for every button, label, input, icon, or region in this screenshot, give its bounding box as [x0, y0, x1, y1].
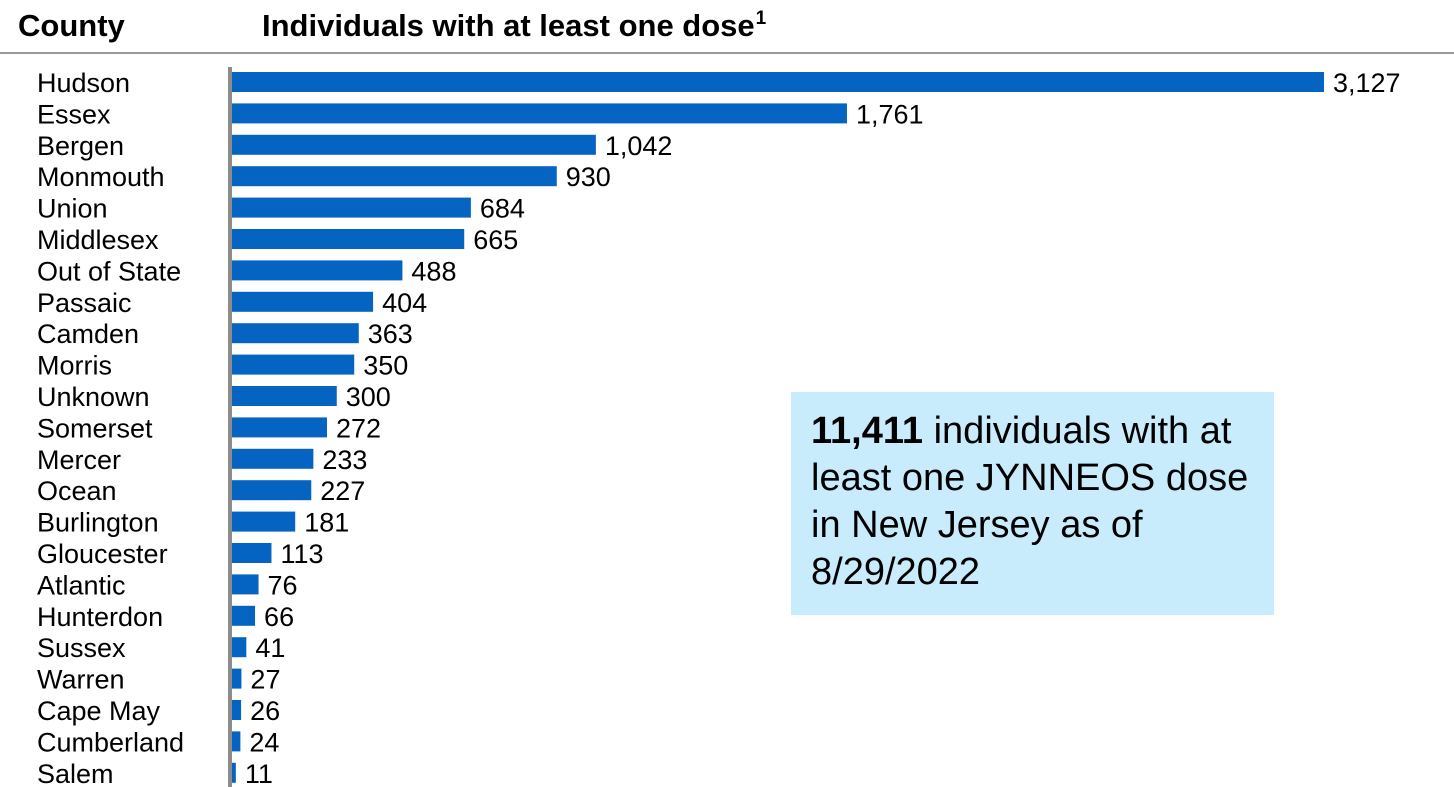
- bar: [232, 731, 241, 752]
- value-label: 76: [268, 570, 298, 600]
- callout-text: individuals with at least one JYNNEOS do…: [811, 410, 1249, 593]
- value-label: 488: [411, 256, 456, 286]
- category-label: Sussex: [37, 633, 126, 663]
- callout-number: 11,411: [811, 410, 924, 452]
- bar: [232, 103, 847, 124]
- bar: [232, 700, 242, 720]
- category-label: Burlington: [37, 508, 159, 538]
- bar: [232, 543, 272, 563]
- category-labels: HudsonEssexBergenMonmouthUnionMiddlesexO…: [37, 68, 184, 787]
- bar: [232, 511, 296, 532]
- category-label: Mercer: [37, 445, 121, 475]
- bar: [232, 166, 557, 187]
- category-label: Passaic: [37, 288, 132, 318]
- category-label: Camden: [37, 319, 139, 349]
- category-label: Bergen: [37, 131, 124, 161]
- bar: [232, 574, 259, 595]
- value-label: 930: [566, 162, 611, 192]
- bar: [232, 197, 471, 218]
- bar: [232, 605, 256, 626]
- value-label: 227: [320, 476, 365, 506]
- bar: [232, 637, 247, 658]
- value-label: 665: [473, 225, 518, 255]
- value-label: 113: [280, 539, 323, 569]
- category-label: Salem: [37, 759, 114, 787]
- metric-label: Individuals with at least one dose: [262, 8, 755, 43]
- value-label: 27: [250, 665, 280, 695]
- category-label: Monmouth: [37, 162, 165, 192]
- category-label: Ocean: [37, 476, 117, 506]
- value-label: 66: [264, 602, 294, 632]
- value-label: 26: [250, 696, 280, 726]
- value-label: 300: [346, 382, 391, 412]
- category-label: Morris: [37, 351, 112, 381]
- value-label: 350: [363, 351, 408, 381]
- value-label: 233: [322, 445, 367, 475]
- value-label: 41: [255, 633, 285, 663]
- value-label: 363: [368, 319, 413, 349]
- value-label: 404: [382, 288, 427, 318]
- bar: [232, 291, 374, 312]
- category-label: Middlesex: [37, 225, 159, 255]
- category-label: Out of State: [37, 256, 181, 286]
- category-label: Hunterdon: [37, 602, 163, 632]
- category-label: Union: [37, 194, 108, 224]
- value-label: 272: [336, 413, 381, 443]
- bar: [232, 480, 312, 501]
- bar: [232, 72, 1324, 92]
- summary-callout: 11,411 individuals with at least one JYN…: [791, 392, 1274, 615]
- value-label: 1,042: [605, 131, 673, 161]
- value-label: 181: [304, 508, 349, 538]
- category-label: Essex: [37, 99, 111, 129]
- bar: [232, 448, 314, 469]
- bar: [232, 386, 337, 406]
- bars: [232, 72, 1324, 783]
- column-header-county: County: [18, 8, 125, 43]
- bar: [232, 260, 403, 281]
- bar: [232, 229, 465, 249]
- value-label: 1,761: [856, 99, 924, 129]
- category-label: Warren: [37, 665, 125, 695]
- value-label: 3,127: [1333, 68, 1401, 98]
- footnote-marker: 1: [755, 8, 767, 29]
- bar: [232, 134, 596, 155]
- value-labels: 3,1271,7611,0429306846654884043633503002…: [245, 68, 1401, 787]
- bar: [232, 762, 236, 783]
- value-label: 11: [245, 759, 273, 787]
- category-label: Gloucester: [37, 539, 168, 569]
- header-divider: [0, 52, 1454, 54]
- column-header-metric: Individuals with at least one dose1: [262, 8, 766, 44]
- category-label: Hudson: [37, 68, 130, 98]
- bar: [232, 417, 327, 438]
- bar: [232, 668, 242, 689]
- category-label: Cumberland: [37, 727, 184, 757]
- value-label: 24: [249, 727, 279, 757]
- category-label: Atlantic: [37, 570, 126, 600]
- value-label: 684: [480, 194, 525, 224]
- bar: [232, 354, 355, 375]
- bar: [232, 323, 359, 344]
- category-label: Cape May: [37, 696, 161, 726]
- category-label: Somerset: [37, 413, 153, 443]
- category-label: Unknown: [37, 382, 150, 412]
